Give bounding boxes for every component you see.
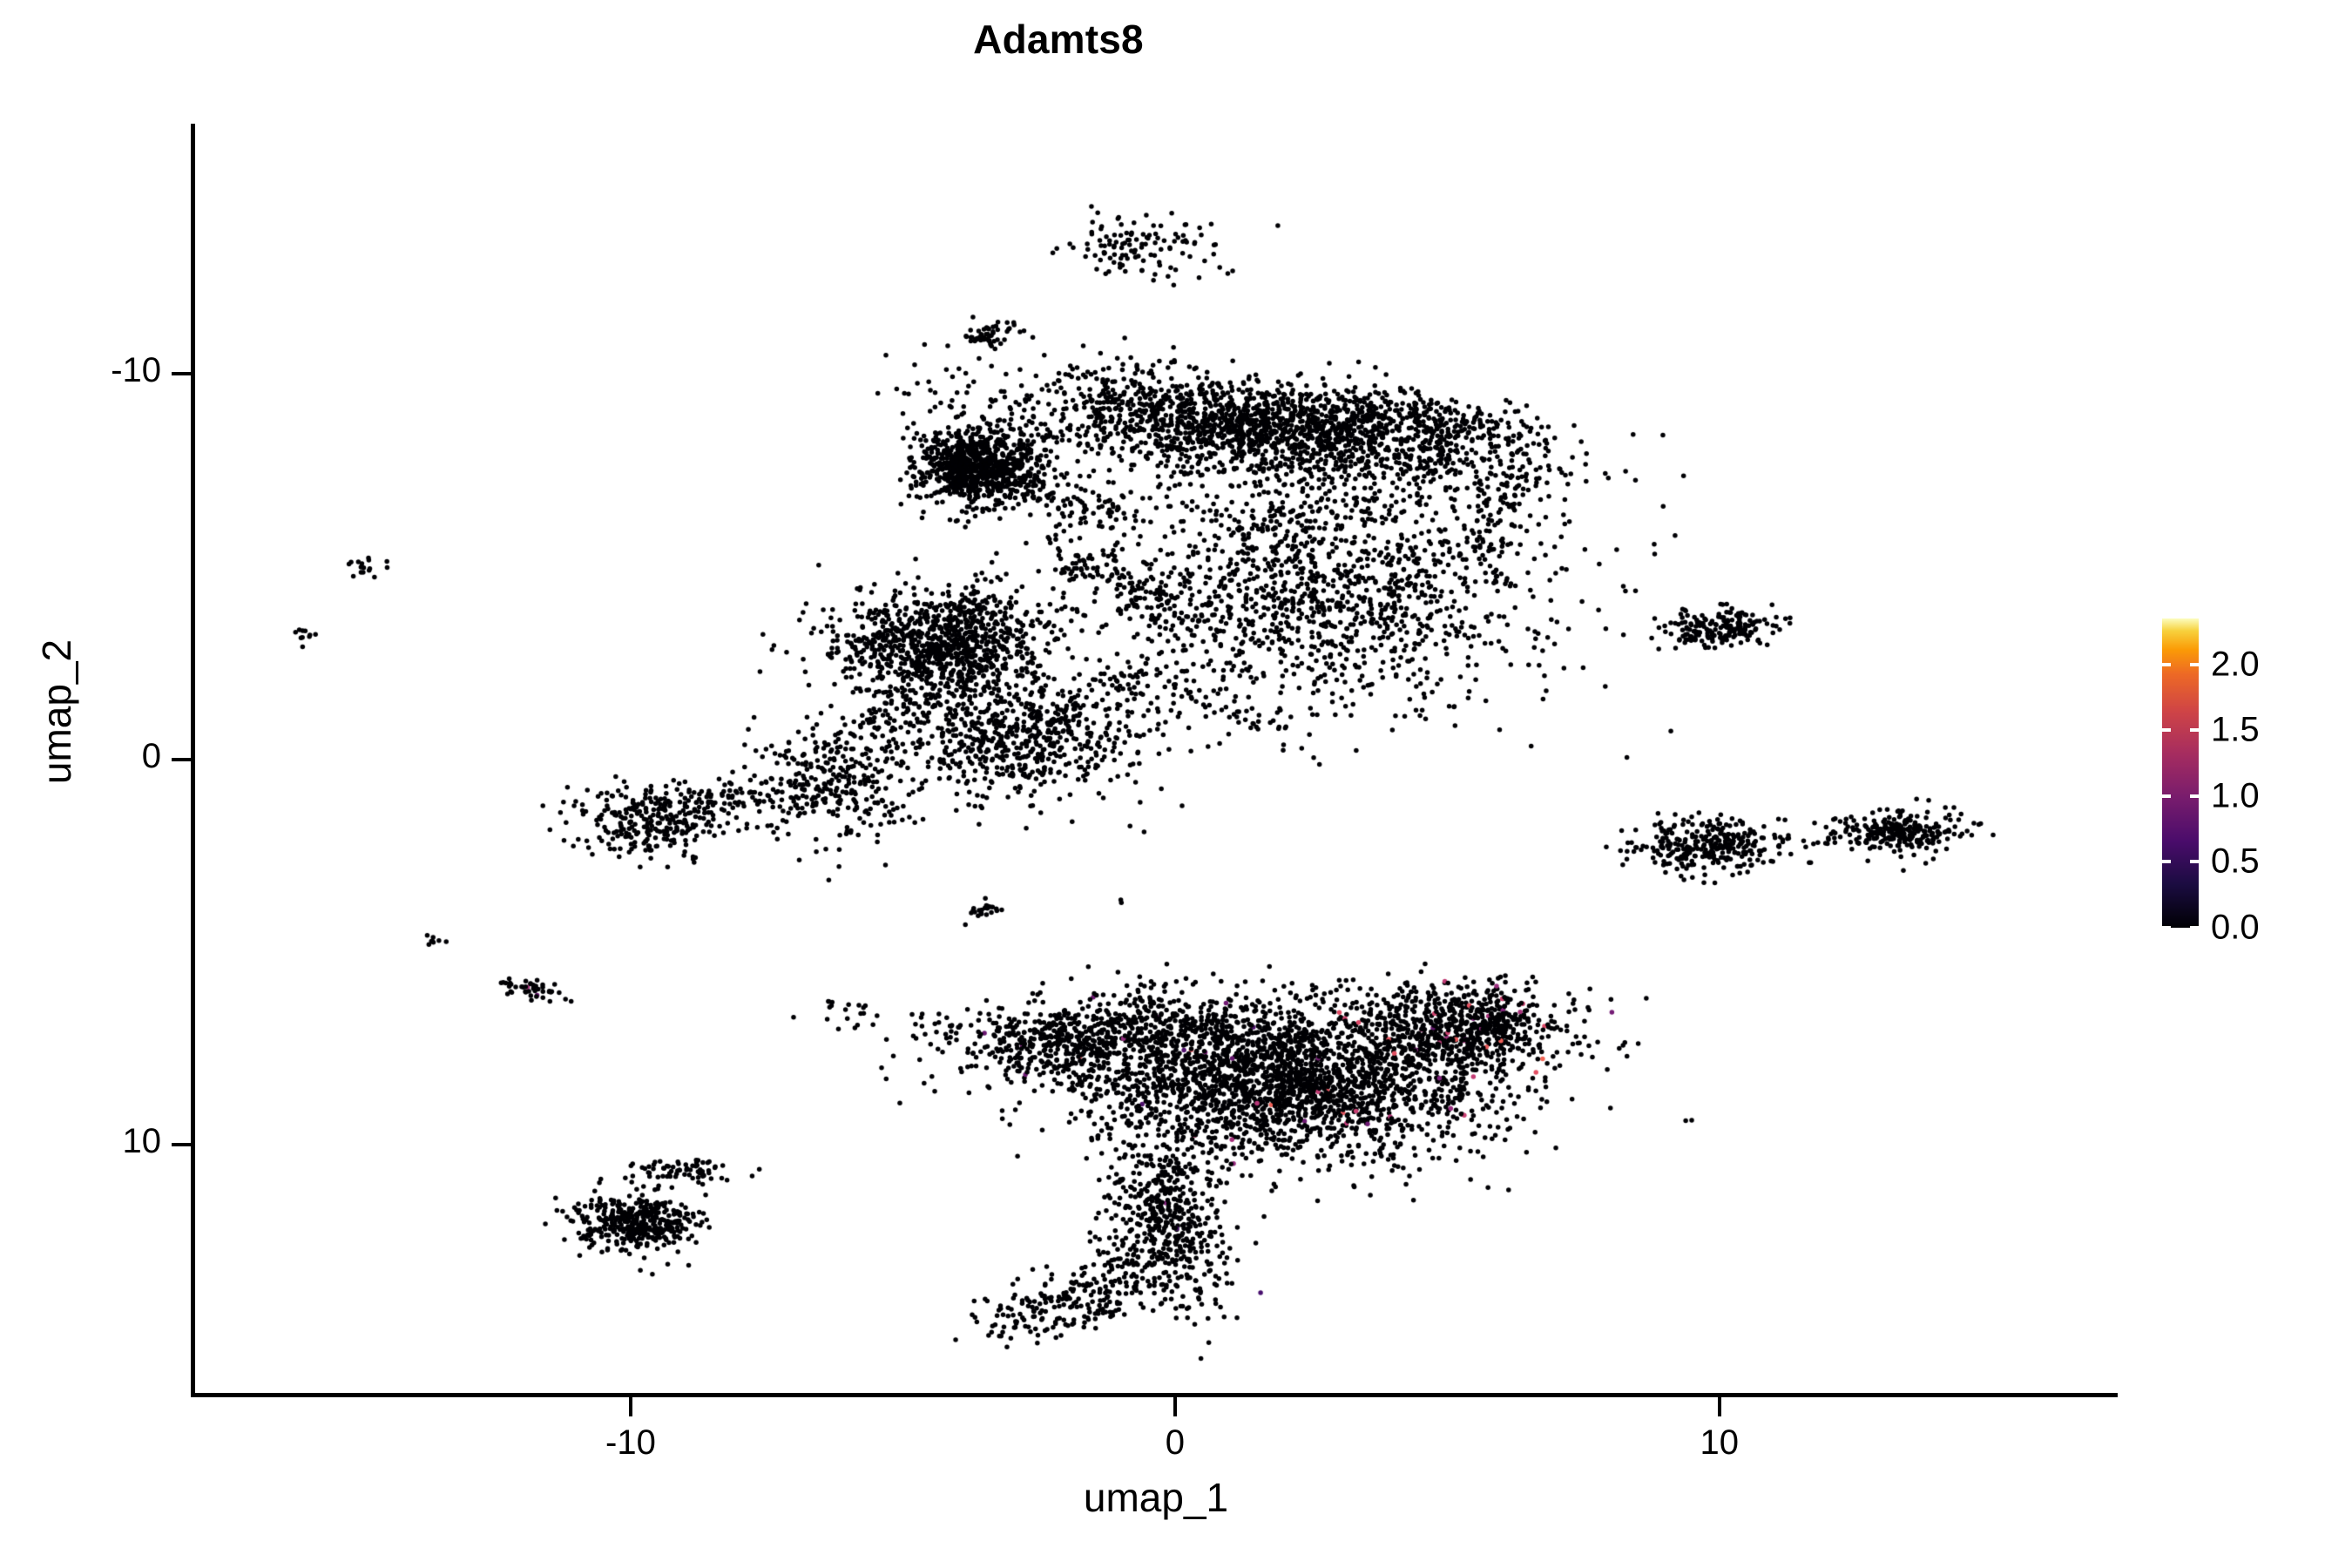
colorbar-tick-label: 0.5 <box>2211 841 2260 881</box>
y-axis-tick-label: -10 <box>111 351 161 390</box>
x-axis-tick-label: 10 <box>1700 1423 1740 1462</box>
x-axis-line <box>191 1393 2118 1397</box>
colorbar-tick-label: 1.5 <box>2211 710 2260 749</box>
colorbar-tick <box>2162 926 2199 929</box>
colorbar-tick-label: 1.0 <box>2211 776 2260 815</box>
y-axis-tick-label: 10 <box>122 1121 162 1160</box>
x-axis-tick-mark <box>1173 1397 1177 1416</box>
x-axis-tick-label: -10 <box>605 1423 656 1462</box>
y-axis-tick-mark <box>172 372 191 376</box>
colorbar-tick <box>2162 794 2199 798</box>
colorbar-tick-label: 0.0 <box>2211 908 2260 947</box>
x-axis-title: umap_1 <box>1083 1475 1229 1520</box>
colorbar-gradient <box>2162 618 2199 929</box>
y-axis-tick-label: 0 <box>141 736 161 775</box>
colorbar-tick-label: 2.0 <box>2211 645 2260 684</box>
y-axis-line <box>191 124 195 1397</box>
colorbar-tick <box>2162 662 2199 666</box>
colorbar-tick <box>2162 860 2199 864</box>
x-axis-tick-mark <box>628 1397 632 1416</box>
colorbar-tick <box>2162 728 2199 733</box>
plot-panel <box>195 124 2117 1395</box>
y-axis-tick-mark <box>172 1142 191 1146</box>
x-axis-tick-mark <box>1717 1397 1721 1416</box>
umap-scatter-canvas <box>195 124 2117 1395</box>
page-title: Adamts8 <box>973 17 1144 62</box>
y-axis-title: umap_2 <box>34 639 79 785</box>
x-axis-tick-label: 0 <box>1165 1423 1185 1462</box>
y-axis-tick-mark <box>172 757 191 761</box>
